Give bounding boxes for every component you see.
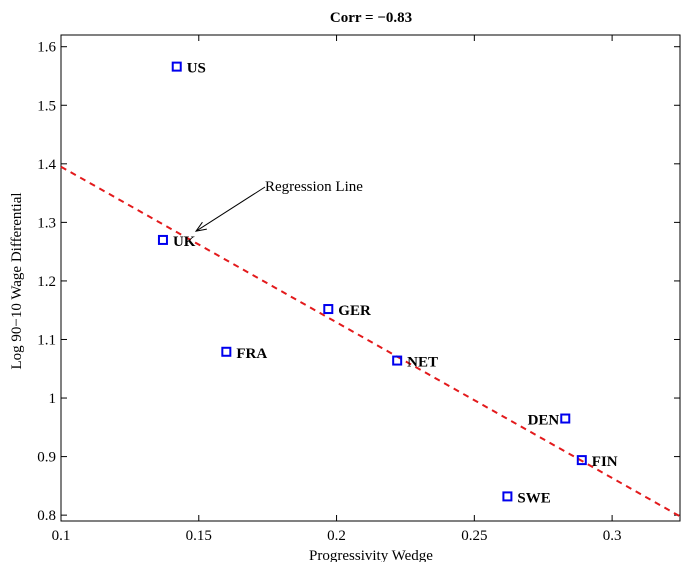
y-tick-label: 1.1: [37, 332, 56, 348]
y-tick-label: 1.6: [37, 40, 56, 56]
point-label-fin: FIN: [592, 454, 618, 470]
data-point-us: [171, 61, 182, 72]
x-tick-label: 0.15: [186, 528, 212, 544]
y-tick-label: 0.9: [37, 450, 56, 466]
regression-line-annotation: Regression Line: [265, 179, 363, 195]
x-tick-label: 0.1: [52, 528, 71, 544]
x-axis-label: Progressivity Wedge: [309, 548, 433, 562]
data-point-fin: [576, 455, 587, 466]
plot-frame: [60, 34, 681, 522]
data-point-fra: [221, 346, 232, 357]
point-label-fra: FRA: [236, 346, 267, 362]
data-point-net: [392, 355, 403, 366]
y-tick-label: 1.5: [37, 98, 56, 114]
data-point-den: [560, 413, 571, 424]
point-label-net: NET: [407, 355, 438, 371]
point-label-swe: SWE: [517, 490, 550, 506]
point-label-us: US: [187, 61, 206, 77]
y-tick-label: 1.3: [37, 215, 56, 231]
y-tick-label: 1: [49, 391, 57, 407]
point-label-den: DEN: [528, 413, 560, 429]
chart-title: Corr = −0.83: [330, 10, 412, 26]
regression-line: [60, 165, 681, 518]
data-point-uk: [157, 234, 168, 245]
y-axis-label: Log 90−10 Wage Differential: [9, 192, 25, 369]
x-tick-label: 0.2: [327, 528, 346, 544]
data-point-swe: [502, 491, 513, 502]
annotation-arrow-head: [194, 221, 207, 232]
data-point-ger: [323, 304, 334, 315]
point-label-ger: GER: [338, 303, 371, 319]
annotation-arrow-shaft: [195, 186, 266, 232]
x-tick-label: 0.25: [461, 528, 487, 544]
point-label-uk: UK: [173, 234, 196, 250]
y-tick-label: 0.8: [37, 508, 56, 524]
x-tick-label: 0.3: [603, 528, 622, 544]
y-tick-label: 1.2: [37, 274, 56, 290]
y-tick-label: 1.4: [37, 157, 56, 173]
